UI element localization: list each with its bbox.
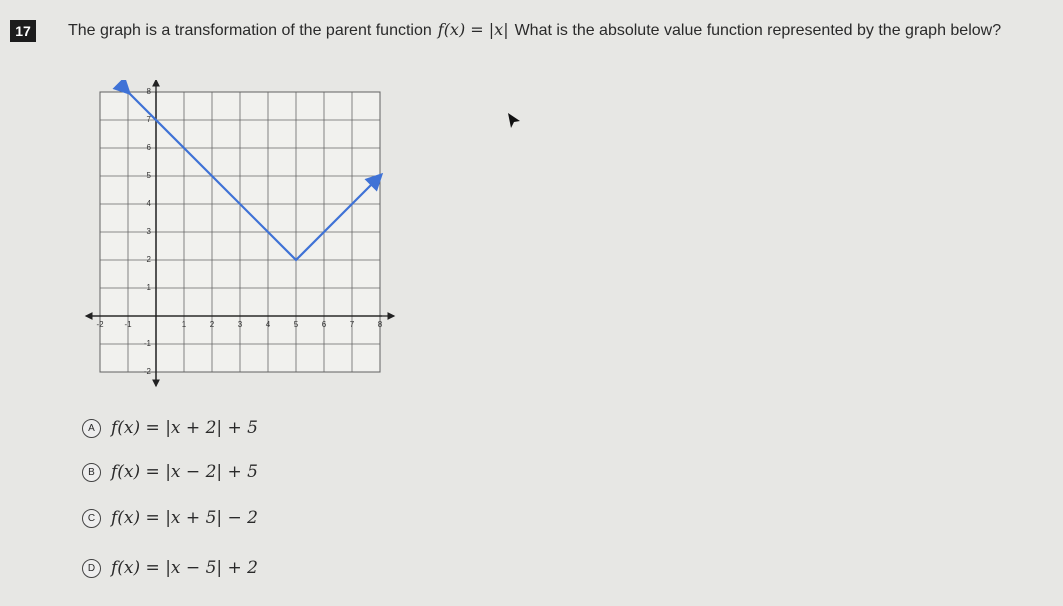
y-tick-label: 1: [147, 283, 152, 292]
question-text-after: What is the absolute value function repr…: [514, 22, 1002, 39]
x-tick-label: 2: [210, 320, 215, 329]
question-text: The graph is a transformation of the par…: [68, 14, 1053, 46]
y-tick-label: 6: [147, 143, 152, 152]
x-tick-label: 4: [266, 320, 271, 329]
y-tick-label: -1: [144, 339, 152, 348]
y-tick-label: 2: [147, 255, 152, 264]
x-tick-label: 8: [378, 320, 383, 329]
x-tick-label: 5: [294, 320, 299, 329]
choice-formula: f(x) = |x − 5| + 2: [111, 558, 258, 578]
choice-letter: A: [82, 418, 101, 438]
question-number: 17: [10, 20, 36, 42]
x-tick-label: 7: [350, 320, 355, 329]
function-line: [112, 80, 384, 262]
x-tick-label: 1: [182, 320, 187, 329]
choice-formula: f(x) = |x + 5| − 2: [111, 508, 258, 528]
parent-function: f(x) = |x|: [437, 20, 509, 39]
choice-formula: f(x) = |x − 2| + 5: [111, 462, 258, 482]
x-tick-label: 6: [322, 320, 327, 329]
choice-letter: D: [82, 558, 101, 578]
y-tick-label: 8: [147, 87, 152, 96]
y-tick-label: 4: [147, 199, 152, 208]
choice-formula: f(x) = |x + 2| + 5: [111, 418, 258, 438]
question-text-before: The graph is a transformation of the par…: [68, 22, 432, 39]
x-tick-label: -1: [124, 320, 132, 329]
x-tick-label: 3: [238, 320, 243, 329]
y-tick-label: -2: [144, 367, 152, 376]
mouse-cursor: [508, 113, 520, 128]
choice-letter: C: [82, 508, 101, 528]
x-tick-label: -2: [96, 320, 104, 329]
y-tick-label: 7: [147, 115, 152, 124]
y-tick-label: 3: [147, 227, 152, 236]
choice-letter: B: [82, 462, 101, 482]
y-tick-label: 5: [147, 171, 152, 180]
graph: -2 -1 1 2 3 4 5 6 7 8 -2 -1 1 2 3 4 5 6 7 8: [84, 80, 396, 388]
